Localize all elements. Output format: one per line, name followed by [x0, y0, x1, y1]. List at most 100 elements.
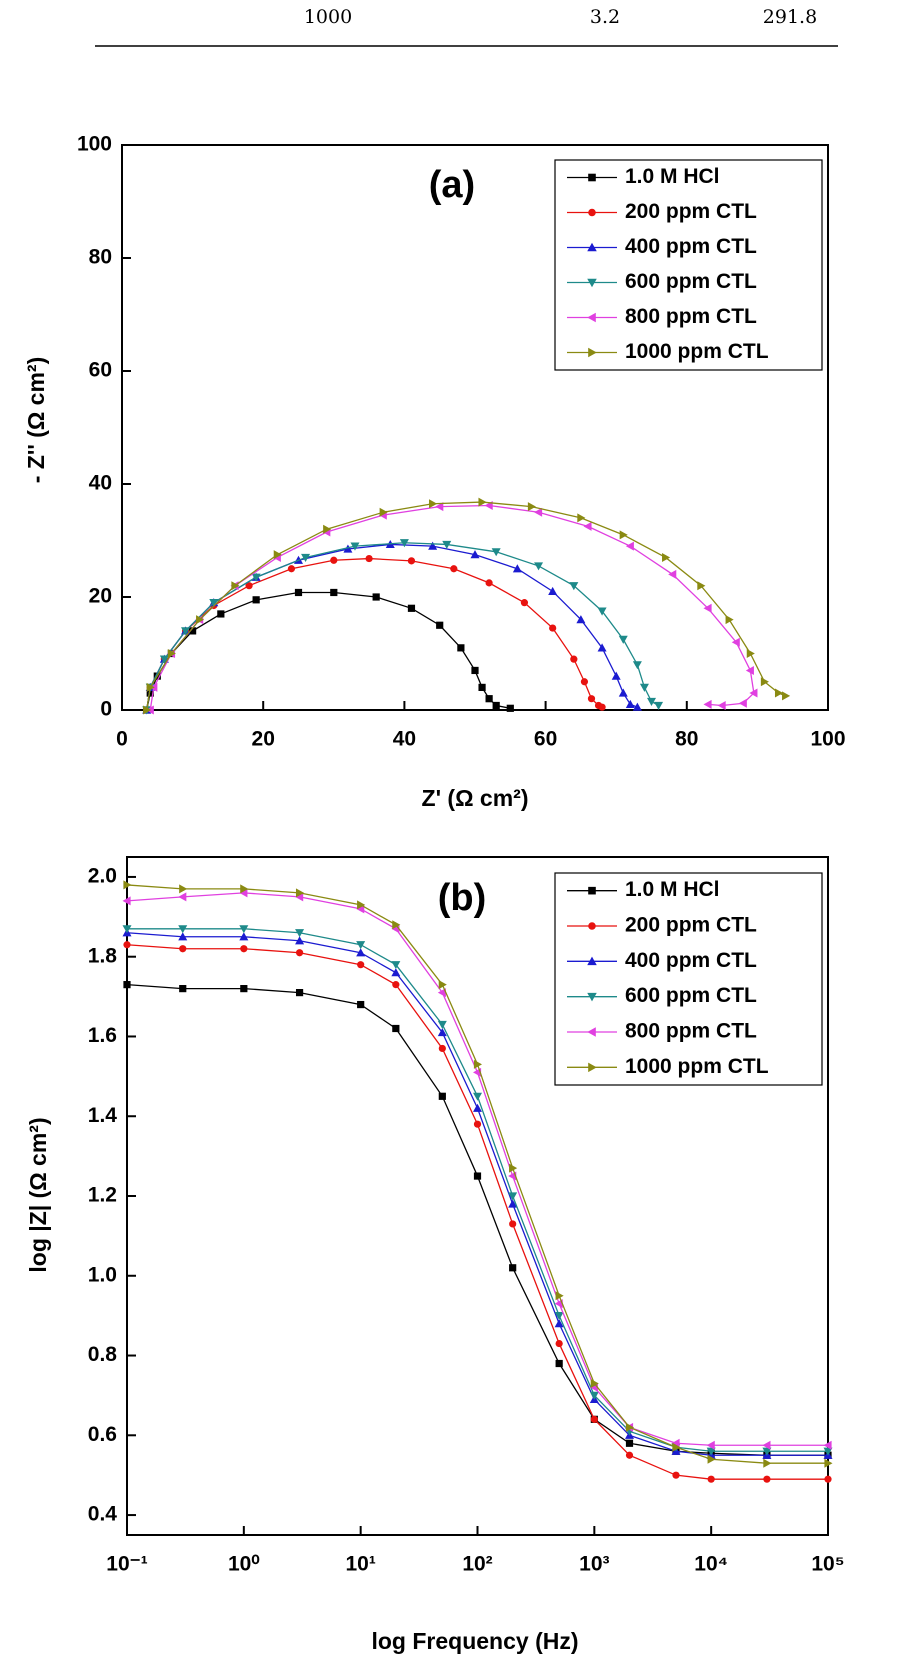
marker — [725, 615, 734, 625]
marker — [356, 904, 365, 914]
legend-label: 200 ppm CTL — [625, 914, 757, 937]
marker — [437, 1020, 447, 1030]
legend-box — [554, 872, 823, 1086]
series-line — [146, 501, 786, 711]
marker — [823, 1447, 833, 1456]
marker — [597, 607, 607, 616]
marker — [287, 565, 296, 573]
marker — [823, 1440, 832, 1450]
marker — [251, 573, 261, 582]
marker — [178, 932, 188, 941]
marker — [392, 1024, 400, 1033]
series-line — [146, 542, 659, 711]
y-axis-label: - Z'' (Ω cm²) — [23, 357, 49, 483]
y-tick-label: 80 — [89, 246, 112, 269]
marker — [189, 627, 197, 635]
marker — [295, 929, 305, 938]
marker — [429, 499, 438, 509]
marker — [330, 588, 338, 597]
legend-label: 600 ppm CTL — [625, 270, 757, 293]
marker — [506, 704, 514, 712]
marker — [295, 989, 304, 997]
y-tick-label: 100 — [77, 133, 112, 156]
marker — [470, 550, 480, 559]
marker — [178, 925, 188, 934]
marker — [611, 671, 621, 680]
series-line — [126, 892, 828, 1446]
marker — [824, 1458, 833, 1468]
marker — [749, 688, 758, 698]
marker — [762, 1447, 772, 1456]
x-tick-label: 100 — [810, 728, 845, 751]
legend-label: 1000 ppm CTL — [625, 340, 769, 363]
marker — [707, 1475, 715, 1483]
marker — [146, 682, 155, 692]
legend-label: 800 ppm CTL — [625, 1020, 757, 1043]
marker — [782, 691, 791, 701]
marker — [703, 603, 712, 613]
marker — [181, 627, 191, 636]
marker — [625, 1422, 635, 1432]
y-tick-label: 0.6 — [88, 1423, 117, 1446]
marker — [357, 1000, 365, 1009]
marker — [217, 610, 225, 618]
y-tick-label: 40 — [89, 472, 112, 495]
marker — [671, 1438, 680, 1448]
y-tick-label: 20 — [89, 585, 112, 608]
marker — [590, 1378, 599, 1388]
y-tick-label: 0.8 — [88, 1343, 118, 1366]
marker — [587, 278, 597, 288]
marker — [697, 581, 706, 591]
marker — [478, 683, 486, 691]
y-tick-label: 1.2 — [88, 1184, 117, 1207]
x-axis-label: log Frequency (Hz) — [371, 1628, 578, 1654]
marker — [473, 1172, 482, 1180]
marker — [239, 925, 249, 934]
marker — [760, 677, 769, 687]
marker — [745, 665, 754, 675]
marker — [159, 655, 169, 664]
marker — [512, 564, 522, 573]
y-tick-label: 0 — [100, 698, 112, 721]
marker — [436, 621, 444, 629]
marker — [520, 599, 529, 607]
marker — [240, 945, 248, 953]
marker — [323, 524, 332, 534]
marker — [407, 604, 416, 612]
marker — [240, 985, 248, 993]
marker — [587, 1027, 596, 1037]
marker — [399, 539, 409, 548]
marker — [365, 554, 373, 563]
x-tick-label: 10³ — [579, 1553, 609, 1576]
marker — [392, 981, 400, 989]
legend-label: 200 ppm CTL — [625, 200, 757, 223]
marker — [295, 888, 305, 898]
marker — [569, 582, 579, 591]
marker — [379, 507, 388, 517]
marker — [554, 1312, 564, 1321]
marker — [442, 540, 452, 549]
table-cell: 291.8 — [763, 6, 817, 28]
legend-label: 400 ppm CTL — [625, 235, 757, 258]
marker — [588, 886, 596, 895]
marker — [577, 513, 586, 523]
marker — [534, 507, 543, 517]
marker — [437, 988, 446, 998]
marker — [588, 922, 596, 930]
marker — [672, 1442, 681, 1452]
marker — [357, 900, 366, 910]
marker — [570, 655, 578, 663]
marker — [179, 985, 187, 993]
marker — [492, 701, 500, 710]
marker — [588, 173, 596, 182]
marker — [273, 550, 282, 560]
marker — [508, 1192, 518, 1201]
marker — [549, 624, 557, 632]
marker — [590, 1415, 598, 1423]
marker — [662, 552, 671, 562]
marker — [437, 1027, 447, 1037]
marker — [457, 644, 465, 652]
marker — [588, 1062, 597, 1073]
marker — [122, 925, 132, 934]
